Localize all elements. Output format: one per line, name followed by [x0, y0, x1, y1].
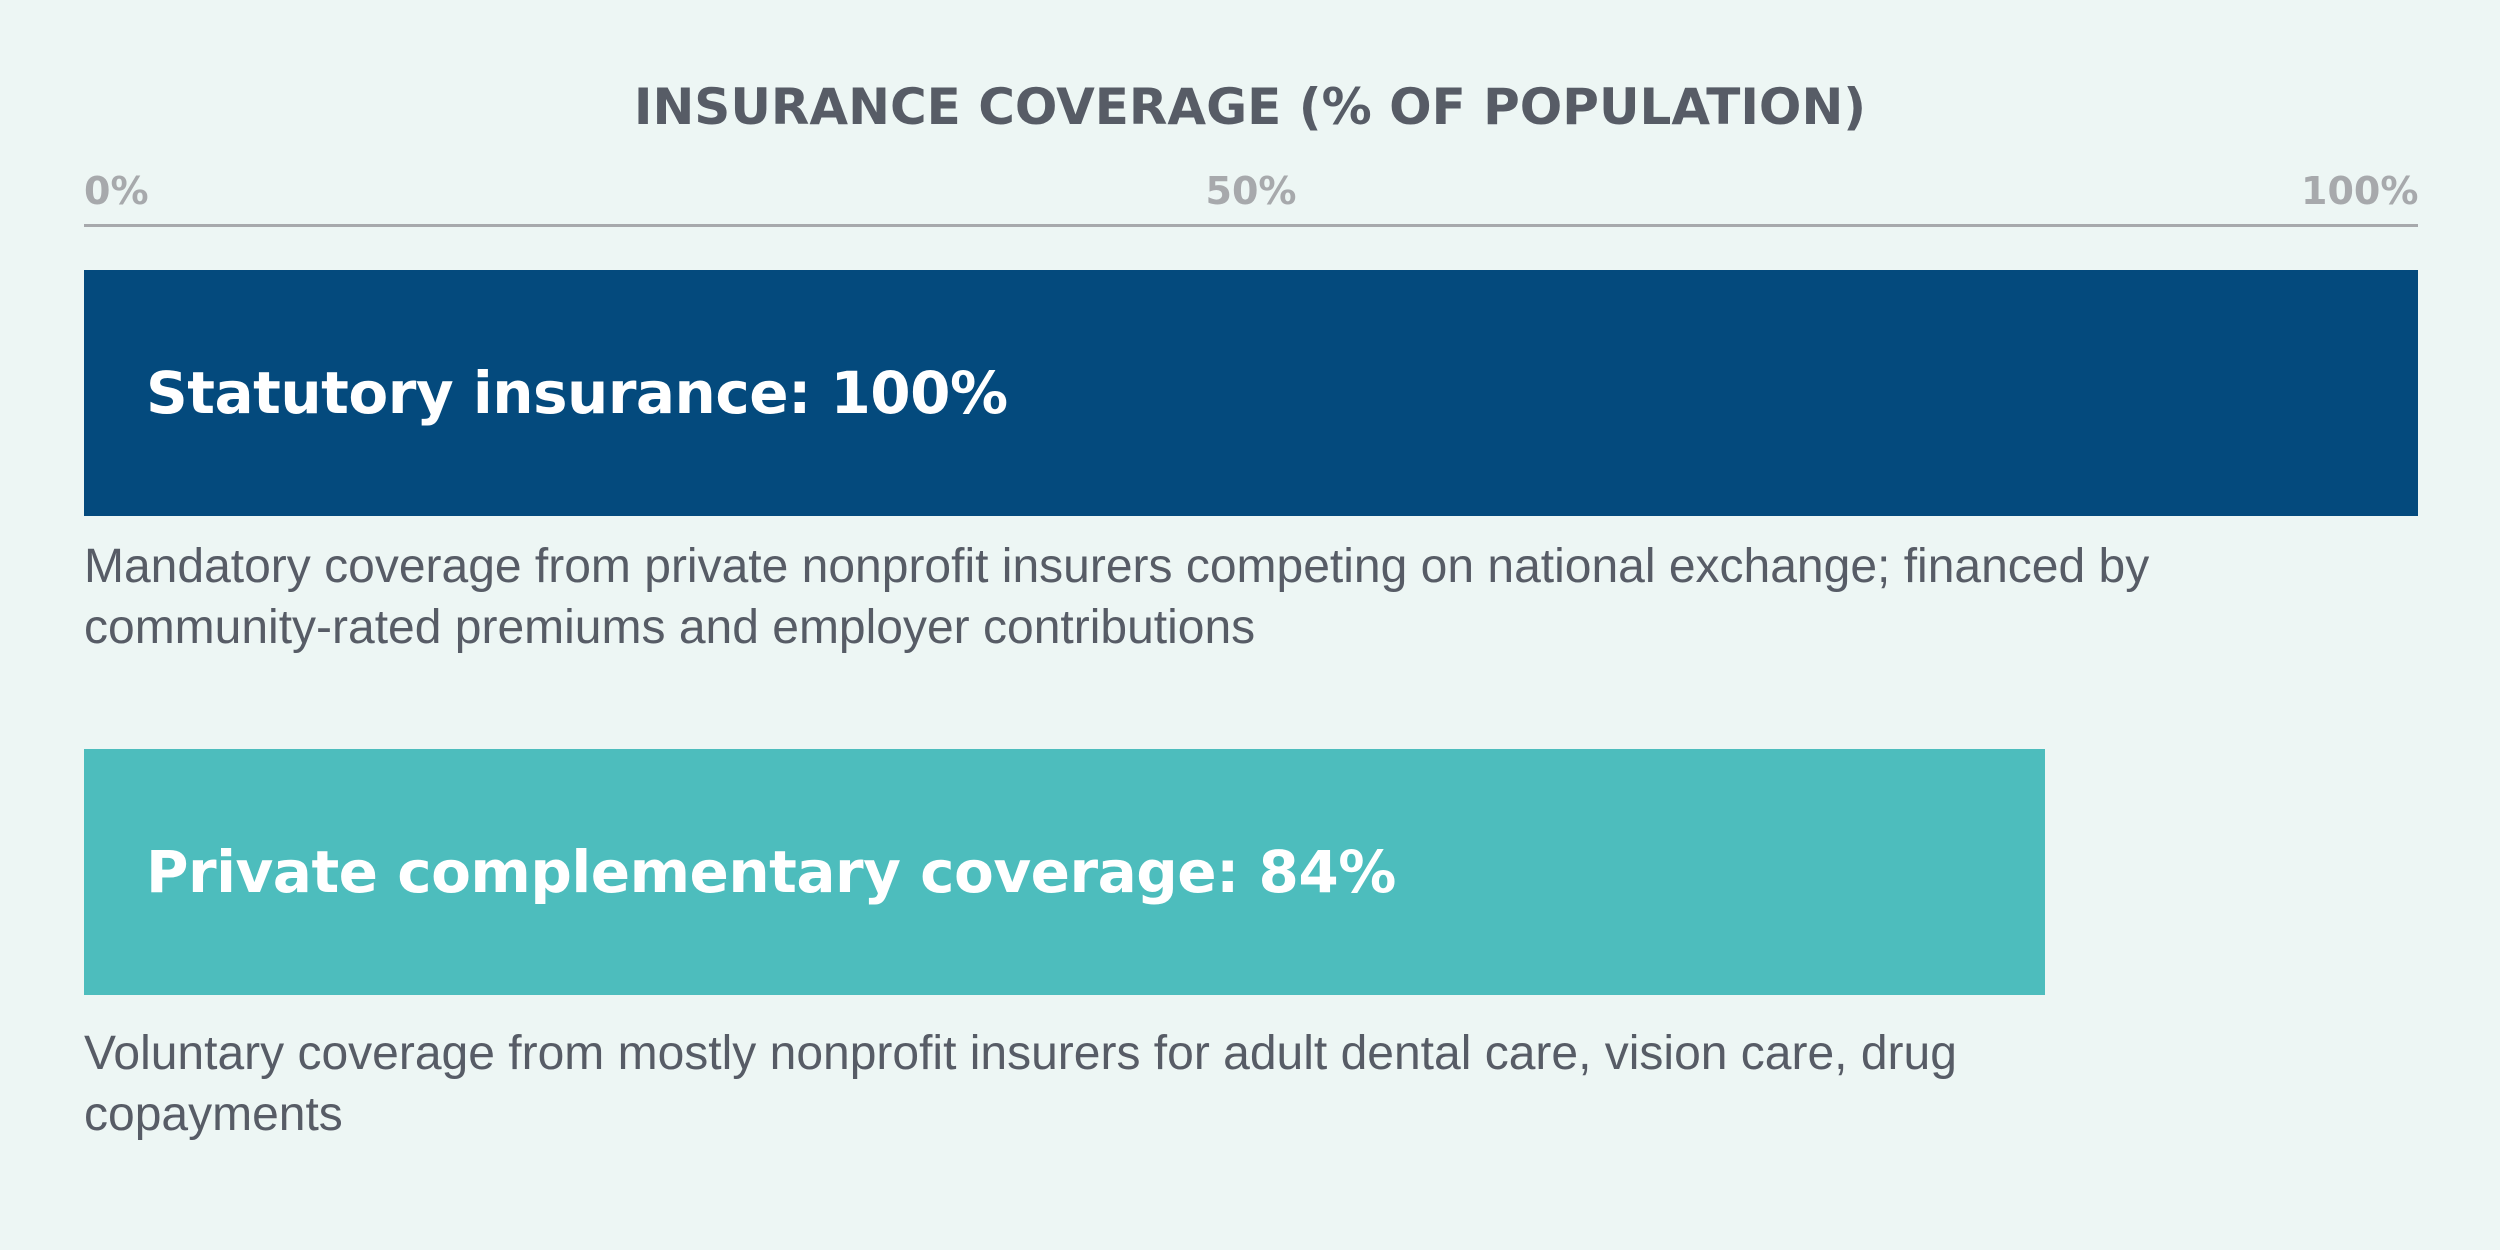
chart-title: INSURANCE COVERAGE (% OF POPULATION) — [633, 78, 1867, 136]
bar-label: Statutory insurance: 100% — [146, 359, 1008, 427]
x-tick-label: 0% — [84, 169, 149, 213]
x-axis-line — [84, 224, 2418, 227]
x-tick-label: 50% — [1205, 169, 1297, 213]
bar: Private complementary coverage: 84% — [84, 749, 2045, 995]
x-tick-label: 100% — [2301, 169, 2419, 213]
bar-description: Voluntary coverage from mostly nonprofit… — [84, 1027, 1957, 1141]
bar-description: Mandatory coverage from private nonprofi… — [84, 540, 2150, 654]
bar-label: Private complementary coverage: 84% — [146, 838, 1396, 906]
bar: Statutory insurance: 100% — [84, 270, 2418, 516]
